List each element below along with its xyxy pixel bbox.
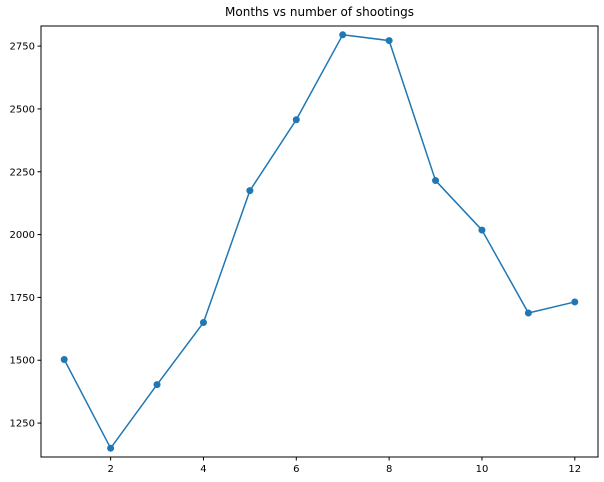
data-point [385, 37, 393, 45]
plot-frame [40, 25, 599, 458]
y-tick-label: 2000 [10, 230, 35, 241]
ticks-group: 2 4 6 8 10 12 1250 1500 1750 2000 2250 2500 2750 [10, 42, 582, 475]
data-point [478, 226, 486, 234]
data-point [339, 31, 347, 39]
data-point [60, 355, 68, 363]
x-tick-label: 6 [293, 464, 299, 475]
x-tick-label: 8 [386, 464, 392, 475]
axes-group [40, 25, 599, 458]
x-tick-label: 2 [107, 464, 113, 475]
x-tick-label: 10 [476, 464, 489, 475]
data-point [571, 298, 579, 306]
y-tick-label: 1250 [10, 419, 35, 430]
y-tick-label: 2750 [10, 42, 35, 53]
y-tick-label: 2500 [10, 104, 35, 115]
x-tick-label: 12 [568, 464, 581, 475]
series-group [60, 31, 579, 452]
data-point [432, 177, 440, 185]
data-point [246, 187, 254, 195]
data-point [199, 319, 207, 327]
y-tick-label: 2250 [10, 167, 35, 178]
series-line [63, 34, 575, 449]
y-tick-label: 1500 [10, 356, 35, 367]
x-tick-label: 4 [200, 464, 206, 475]
data-point [107, 444, 115, 452]
chart-title: Months vs number of shootings [225, 5, 414, 19]
data-point [524, 309, 532, 317]
data-point [292, 116, 300, 124]
data-point [153, 381, 161, 389]
y-tick-label: 1750 [10, 293, 35, 304]
